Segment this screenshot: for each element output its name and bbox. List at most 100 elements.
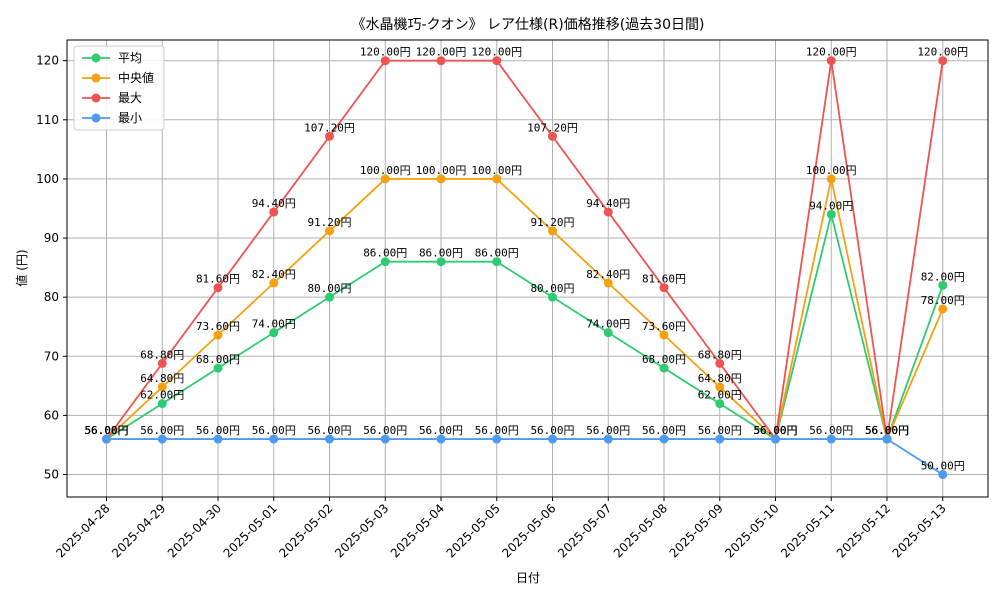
legend-item: 中央値	[82, 70, 154, 85]
data-point	[548, 292, 557, 302]
legend-marker	[91, 113, 101, 123]
data-label: 80.00円	[307, 282, 351, 295]
y-tick-label: 110	[36, 113, 59, 127]
data-label: 56.00円	[530, 424, 574, 437]
data-point	[436, 56, 446, 66]
data-point	[380, 434, 390, 444]
data-point	[715, 399, 725, 409]
data-label: 86.00円	[363, 247, 407, 260]
data-point	[380, 257, 390, 267]
data-label: 56.00円	[475, 424, 519, 437]
data-label: 56.00円	[84, 424, 128, 437]
data-label: 80.00円	[530, 282, 574, 295]
legend-item: 最大	[82, 91, 142, 105]
data-label: 91.20円	[307, 216, 351, 229]
data-label: 56.00円	[586, 424, 630, 437]
data-label: 120.00円	[471, 46, 522, 59]
x-tick-label: 2025-05-10	[722, 501, 781, 560]
data-point	[548, 131, 557, 141]
data-point	[603, 278, 613, 288]
series-layer	[102, 56, 948, 480]
data-point	[771, 434, 780, 444]
series-2	[102, 56, 948, 444]
data-label: 74.00円	[252, 318, 296, 331]
series-line	[105, 178, 944, 443]
data-label: 100.00円	[471, 164, 522, 177]
chart-title: 《水晶機巧-クオン》 レア仕様(R)価格推移(過去30日間)	[352, 17, 705, 33]
data-point	[826, 209, 836, 219]
data-label: 81.60円	[642, 273, 686, 286]
data-point	[380, 174, 390, 184]
data-point	[603, 207, 613, 217]
data-point	[269, 278, 279, 288]
x-tick-label: 2025-05-09	[667, 501, 726, 560]
data-point	[213, 283, 223, 293]
legend-item: 平均	[82, 51, 142, 65]
data-point	[715, 358, 725, 368]
data-label: 68.80円	[698, 348, 742, 361]
data-label: 91.20円	[530, 216, 574, 229]
y-tick-label: 120	[36, 54, 59, 68]
data-label: 94.40円	[252, 197, 296, 210]
data-label: 56.00円	[84, 424, 128, 437]
data-label: 56.00円	[363, 424, 407, 437]
data-label: 73.60円	[196, 320, 240, 333]
data-label: 120.00円	[806, 46, 857, 59]
legend-marker	[91, 73, 101, 83]
data-point	[102, 434, 111, 444]
data-label: 56.00円	[865, 424, 909, 437]
data-label: 78.00円	[921, 294, 965, 307]
data-label: 81.60円	[196, 273, 240, 286]
data-label: 56.00円	[753, 424, 797, 437]
x-tick-label: 2025-04-28	[53, 501, 112, 560]
legend-marker	[91, 93, 101, 103]
x-tick-label: 2025-05-04	[388, 501, 447, 560]
data-point	[213, 330, 223, 340]
data-point	[548, 434, 557, 444]
legend-label: 平均	[118, 51, 142, 65]
data-point	[213, 434, 223, 444]
data-label: 120.00円	[917, 46, 968, 59]
data-label: 62.00円	[698, 389, 742, 402]
y-tick-label: 100	[36, 172, 59, 186]
data-point	[826, 434, 836, 444]
data-label: 56.00円	[196, 424, 240, 437]
legend-label: 最小	[118, 111, 142, 125]
data-point	[436, 434, 446, 444]
data-label: 56.00円	[809, 424, 853, 437]
data-point	[325, 434, 334, 444]
data-point	[157, 358, 167, 368]
x-tick-label: 2025-05-13	[890, 501, 949, 560]
x-tick-label: 2025-04-29	[109, 501, 168, 560]
data-label: 94.40円	[586, 197, 630, 210]
data-point	[659, 434, 669, 444]
data-label: 86.00円	[475, 247, 519, 260]
data-point	[659, 330, 669, 340]
data-label: 56.00円	[252, 424, 296, 437]
data-label: 64.80円	[140, 372, 184, 385]
data-label: 82.00円	[921, 270, 965, 283]
data-label: 107.20円	[527, 121, 578, 134]
y-tick-label: 70	[44, 349, 59, 363]
data-label: 56.00円	[84, 424, 128, 437]
data-label: 56.00円	[698, 424, 742, 437]
data-point	[213, 363, 223, 373]
legend-label: 最大	[118, 91, 142, 105]
x-tick-label: 2025-05-06	[499, 501, 558, 560]
data-label: 68.00円	[196, 353, 240, 366]
x-axis-label: 日付	[516, 571, 540, 585]
legend-marker	[91, 53, 101, 63]
data-label: 56.00円	[84, 424, 128, 437]
data-label: 120.00円	[416, 46, 467, 59]
data-point	[938, 280, 948, 290]
data-labels: 56.00円 62.00円 68.00円 74.00円 80.00円 86.00円 86.0…	[84, 46, 968, 473]
series-0	[102, 209, 948, 444]
data-label: 82.40円	[252, 268, 296, 281]
data-label: 56.00円	[865, 424, 909, 437]
data-label: 120.00円	[360, 46, 411, 59]
data-label: 68.00円	[642, 353, 686, 366]
data-point	[938, 470, 948, 480]
data-point	[715, 434, 725, 444]
data-label: 100.00円	[360, 164, 411, 177]
